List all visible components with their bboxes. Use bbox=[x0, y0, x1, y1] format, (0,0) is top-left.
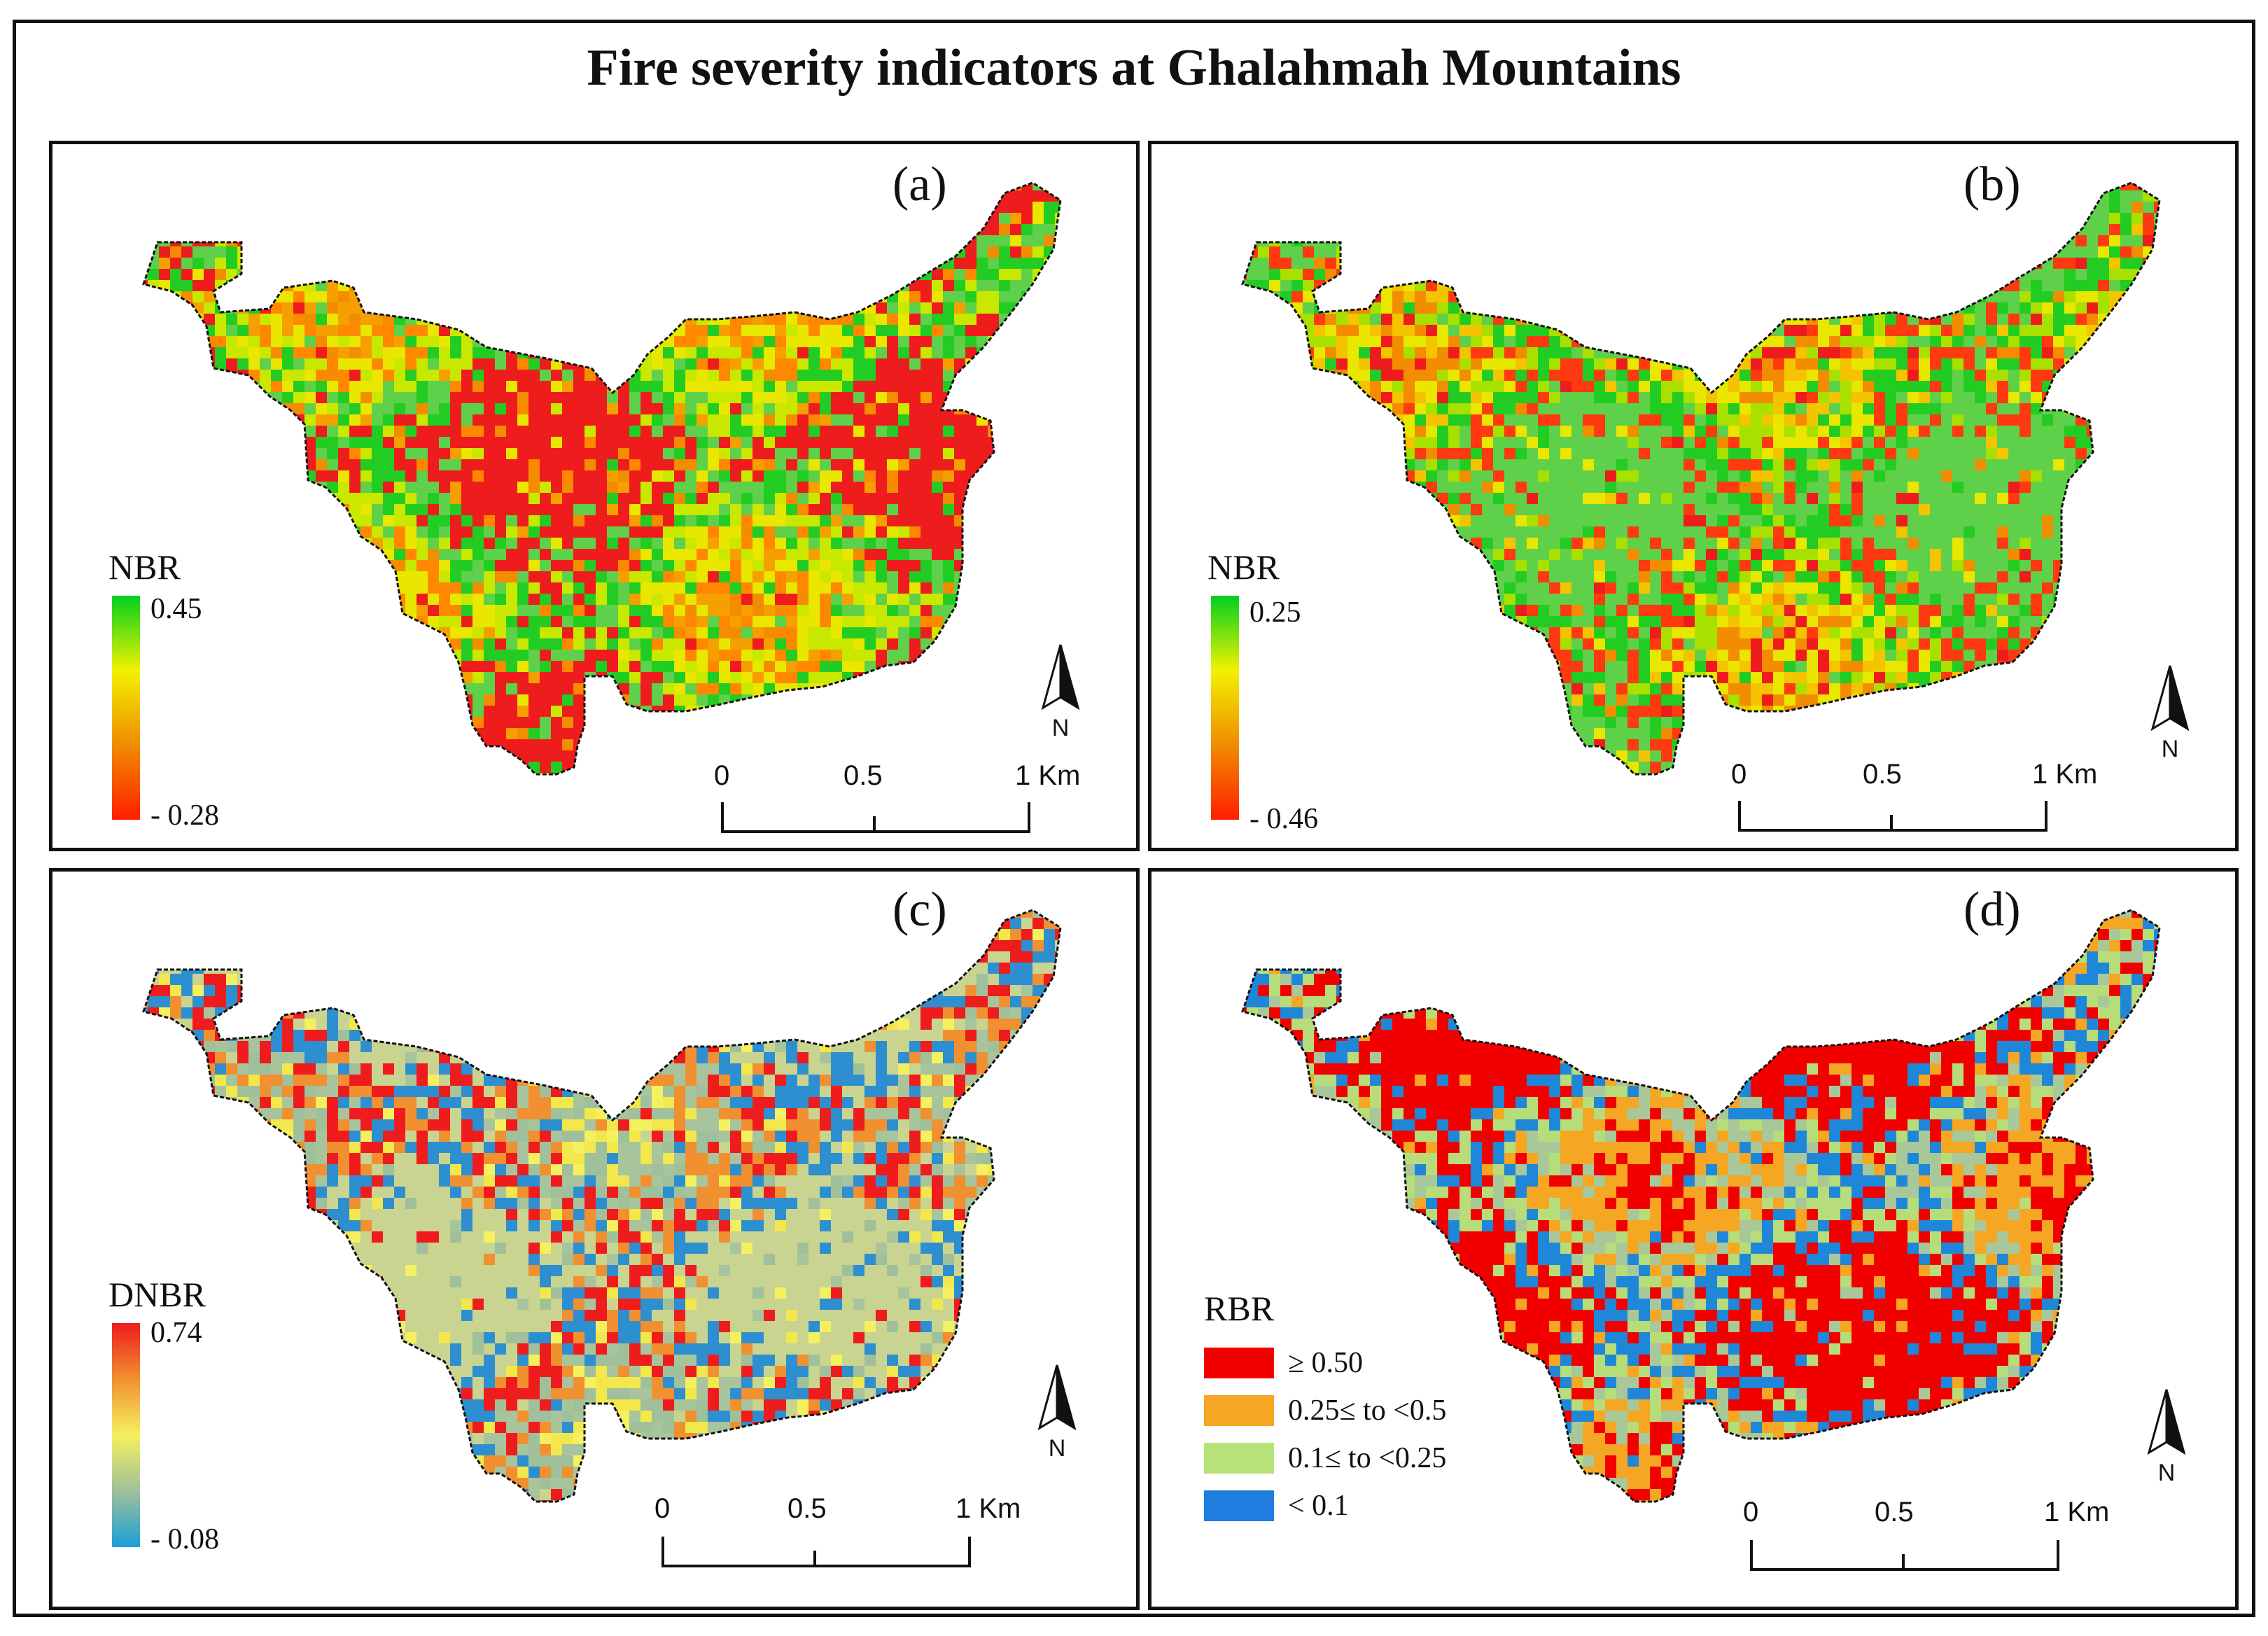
study-area-outline bbox=[142, 909, 1062, 1503]
map-d bbox=[1241, 909, 2161, 1503]
raster-pixels bbox=[1242, 183, 2160, 774]
north-label: N bbox=[1049, 1435, 1066, 1460]
north-label: N bbox=[2162, 736, 2179, 760]
legend-max: 0.25 bbox=[1250, 596, 1301, 629]
legend-swatch bbox=[1204, 1490, 1274, 1521]
study-area-outline bbox=[1241, 909, 2161, 1503]
panel-b: (b) NBR 0.25 - 0.46 N 0 0.5 1 Km bbox=[1148, 141, 2239, 851]
north-label: N bbox=[1052, 715, 1070, 739]
color-ramp bbox=[112, 596, 140, 820]
legend-class-label: 0.1≤ to <0.25 bbox=[1288, 1442, 1447, 1474]
map-a bbox=[142, 181, 1062, 776]
scale-tick-mid: 0.5 bbox=[788, 1493, 827, 1524]
legend-title: NBR bbox=[108, 547, 181, 587]
legend-min: - 0.28 bbox=[150, 799, 219, 832]
legend-class-label: < 0.1 bbox=[1288, 1490, 1349, 1522]
map-c bbox=[142, 909, 1062, 1503]
legend-swatch bbox=[1204, 1443, 1274, 1474]
figure-title: Fire severity indicators at Ghalahmah Mo… bbox=[587, 39, 1681, 97]
scale-tick-0: 0 bbox=[1731, 759, 1747, 790]
legend-max: 0.45 bbox=[150, 593, 202, 625]
north-arrow-icon: N bbox=[1036, 641, 1085, 743]
map-b bbox=[1241, 181, 2161, 776]
scale-tick-end: 1 Km bbox=[1015, 760, 1081, 791]
legend-min: - 0.08 bbox=[150, 1523, 219, 1555]
north-label: N bbox=[2158, 1460, 2176, 1484]
panel-label: (c) bbox=[892, 883, 947, 937]
panel-d: (d) RBR ≥ 0.50 0.25≤ to <0.5 0.1≤ to <0.25… bbox=[1148, 868, 2239, 1610]
legend-min: - 0.46 bbox=[1250, 803, 1318, 835]
color-ramp bbox=[1211, 596, 1239, 820]
color-ramp bbox=[112, 1323, 140, 1547]
raster-pixels bbox=[144, 183, 1060, 774]
panel-a: (a) NBR 0.45 - 0.28 N 0 0.5 1 Km bbox=[49, 141, 1140, 851]
study-area-outline bbox=[142, 181, 1062, 776]
north-arrow-icon: N bbox=[1032, 1362, 1082, 1463]
legend-title: DNBR bbox=[108, 1275, 206, 1314]
legend-class-label: 0.25≤ to <0.5 bbox=[1288, 1394, 1447, 1427]
raster-pixels bbox=[1242, 910, 2160, 1502]
raster-pixels bbox=[144, 910, 1060, 1502]
legend-title: RBR bbox=[1204, 1289, 1275, 1328]
scale-tick-end: 1 Km bbox=[2044, 1497, 2110, 1527]
scale-tick-end: 1 Km bbox=[955, 1493, 1021, 1524]
legend-swatch bbox=[1204, 1348, 1274, 1378]
scale-tick-end: 1 Km bbox=[2032, 759, 2098, 790]
north-arrow-icon: N bbox=[2146, 662, 2194, 764]
scale-tick-0: 0 bbox=[1743, 1497, 1759, 1527]
legend-class-label: ≥ 0.50 bbox=[1288, 1347, 1364, 1379]
north-arrow-icon: N bbox=[2142, 1386, 2191, 1488]
scale-tick-0: 0 bbox=[714, 760, 730, 791]
legend-max: 0.74 bbox=[150, 1317, 202, 1349]
scale-tick-0: 0 bbox=[654, 1493, 671, 1524]
legend-swatch bbox=[1204, 1395, 1274, 1426]
scale-tick-mid: 0.5 bbox=[844, 760, 883, 791]
panel-label: (b) bbox=[1963, 158, 2021, 211]
scale-tick-mid: 0.5 bbox=[1875, 1497, 1914, 1527]
figure-frame: Fire severity indicators at Ghalahmah Mo… bbox=[13, 20, 2255, 1617]
study-area-outline bbox=[1241, 181, 2161, 776]
legend-title: NBR bbox=[1208, 547, 1280, 587]
scale-tick-mid: 0.5 bbox=[1863, 759, 1902, 790]
panel-label: (a) bbox=[892, 158, 947, 211]
panel-label: (d) bbox=[1963, 883, 2021, 937]
panel-c: (c) DNBR 0.74 - 0.08 N 0 0.5 1 Km bbox=[49, 868, 1140, 1610]
